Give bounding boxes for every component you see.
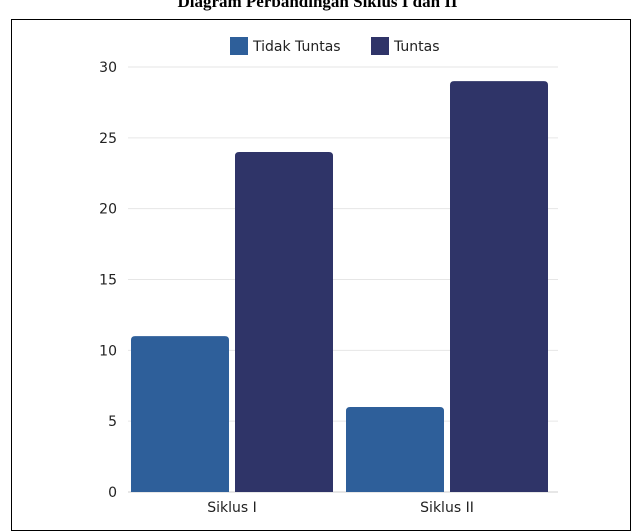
x-tick-label: Siklus II [420, 500, 474, 516]
y-tick-label: 10 [99, 343, 117, 359]
bar-tidak-tuntas [346, 407, 444, 492]
chart-frame [11, 19, 631, 531]
bar-tuntas [450, 81, 548, 493]
chart-title: Diagram Perbandingan Siklus I dan II [177, 0, 458, 11]
y-tick-label: 30 [99, 60, 117, 76]
legend-swatch [371, 37, 389, 55]
legend-label: Tidak Tuntas [252, 39, 341, 55]
bar-tuntas [235, 152, 333, 492]
y-tick-label: 25 [99, 131, 117, 147]
y-tick-label: 0 [108, 485, 117, 501]
legend-swatch [230, 37, 248, 55]
legend-label: Tuntas [393, 39, 440, 55]
x-tick-label: Siklus I [207, 500, 257, 516]
y-tick-label: 5 [108, 414, 117, 430]
y-tick-label: 20 [99, 202, 117, 218]
y-tick-label: 15 [99, 273, 117, 289]
bar-tidak-tuntas [131, 336, 229, 492]
